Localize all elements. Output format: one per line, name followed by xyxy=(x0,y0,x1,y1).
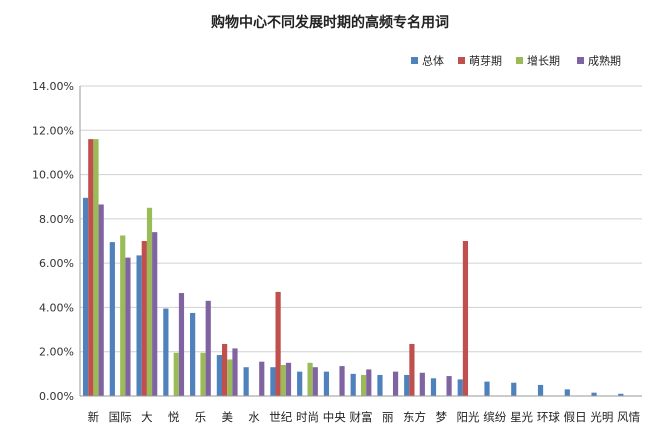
bar-1-3 xyxy=(136,255,142,396)
legend-swatch xyxy=(458,57,465,64)
bar-2-8 xyxy=(275,291,281,396)
bar-4-14 xyxy=(446,376,452,396)
x-category-label: 假日 xyxy=(564,410,587,424)
x-category-label: 财富 xyxy=(350,410,373,424)
x-axis-categories: 新国际大 悦 乐美 水世纪 时尚 中央 财富丽东方梦阳光 缤纷 星光 环球 假日 光明 风情 xyxy=(88,410,641,424)
bar-1-18 xyxy=(537,384,544,396)
bar-3-4 xyxy=(173,352,179,396)
x-category-label: 缤纷 xyxy=(483,410,506,424)
y-tick-label: 2.00% xyxy=(39,346,74,359)
bar-2-6 xyxy=(221,343,228,396)
x-category-label: 环球 xyxy=(537,410,560,424)
bar-1-5 xyxy=(190,312,196,396)
bar-2-15 xyxy=(462,241,469,396)
x-category-label: 阳光 xyxy=(457,410,480,424)
legend-label: 萌芽期 xyxy=(469,54,502,68)
bar-4-9 xyxy=(312,367,318,396)
x-category-label: 世纪 xyxy=(269,410,292,424)
bar-4-3 xyxy=(152,232,158,396)
bar-1-12 xyxy=(377,374,383,396)
bars xyxy=(82,139,624,396)
legend-swatch xyxy=(577,57,584,64)
x-category-label: 乐 xyxy=(195,410,207,424)
bar-4-12 xyxy=(392,371,399,396)
bar-3-8 xyxy=(280,365,286,396)
x-category-label: 光明 xyxy=(590,410,613,424)
x-category-label: 大 xyxy=(141,410,153,424)
x-category-label: 中央 xyxy=(323,410,346,424)
legend-swatch xyxy=(516,57,523,64)
bar-1-6 xyxy=(216,355,222,396)
bar-1-19 xyxy=(564,389,570,396)
bar-4-8 xyxy=(285,362,292,396)
bar-4-13 xyxy=(419,372,425,396)
legend-label: 增长期 xyxy=(527,54,560,68)
bar-4-2 xyxy=(125,257,131,396)
chart-title: 购物中心不同发展时期的高频专名用词 xyxy=(211,14,449,31)
legend: 总体 萌芽期 增长期 成熟期 xyxy=(411,54,621,68)
bar-1-14 xyxy=(430,378,437,396)
bar-3-9 xyxy=(307,362,313,396)
bar-2-1 xyxy=(88,139,94,396)
y-tick-label: 10.00% xyxy=(32,169,74,182)
bar-1-8 xyxy=(270,367,276,396)
legend-label: 总体 xyxy=(422,54,444,68)
x-category-label: 水 xyxy=(248,410,260,424)
x-category-label: 梦 xyxy=(436,410,448,424)
x-category-label: 星光 xyxy=(510,410,533,424)
y-tick-label: 6.00% xyxy=(39,257,74,270)
bar-1-13 xyxy=(404,374,410,396)
bar-2-3 xyxy=(141,241,147,396)
bar-4-5 xyxy=(205,300,211,396)
bar-1-4 xyxy=(163,308,169,396)
bar-4-11 xyxy=(366,369,372,396)
y-tick-label: 8.00% xyxy=(39,213,74,226)
bar-4-10 xyxy=(339,366,345,396)
bar-1-17 xyxy=(511,382,517,396)
y-tick-label: 12.00% xyxy=(32,124,74,137)
bar-4-4 xyxy=(178,293,185,396)
bar-3-5 xyxy=(200,352,206,396)
x-category-label: 新 xyxy=(88,410,100,424)
y-axis-ticks: 0.00% 2.00% 4.00% 6.00% 8.00% 10.00% 12.00% 14.… xyxy=(32,80,74,403)
bar-3-11 xyxy=(361,374,367,396)
bar-1-11 xyxy=(350,373,356,396)
bar-1-15 xyxy=(457,379,463,396)
legend-swatch xyxy=(411,57,418,64)
y-tick-label: 14.00% xyxy=(32,80,74,93)
x-category-label: 风情 xyxy=(617,410,640,424)
bar-1-16 xyxy=(484,381,490,396)
x-category-label: 时尚 xyxy=(296,410,319,424)
y-tick-label: 0.00% xyxy=(39,390,74,403)
bar-1-9 xyxy=(297,371,303,396)
x-category-label: 东方 xyxy=(403,410,426,424)
bar-4-7 xyxy=(259,361,265,396)
bar-3-1 xyxy=(93,139,99,396)
bar-1-20 xyxy=(591,392,597,396)
x-category-label: 国际 xyxy=(109,410,132,424)
bar-3-6 xyxy=(227,359,233,396)
legend-label: 成熟期 xyxy=(588,54,621,68)
bar-2-13 xyxy=(409,343,415,396)
bar-1-10 xyxy=(323,371,330,396)
bar-3-2 xyxy=(120,235,126,396)
bar-1-7 xyxy=(243,367,249,396)
x-category-label: 美 xyxy=(221,410,233,424)
y-tick-label: 4.00% xyxy=(39,301,74,314)
bar-3-3 xyxy=(146,207,153,396)
x-category-label: 丽 xyxy=(382,410,394,424)
gridlines xyxy=(80,85,642,353)
bar-1-2 xyxy=(109,242,115,396)
bar-1-21 xyxy=(618,393,624,396)
bar-4-6 xyxy=(232,348,238,396)
bar-4-1 xyxy=(98,204,104,396)
x-category-label: 悦 xyxy=(168,410,180,424)
bar-1-1 xyxy=(82,197,89,396)
